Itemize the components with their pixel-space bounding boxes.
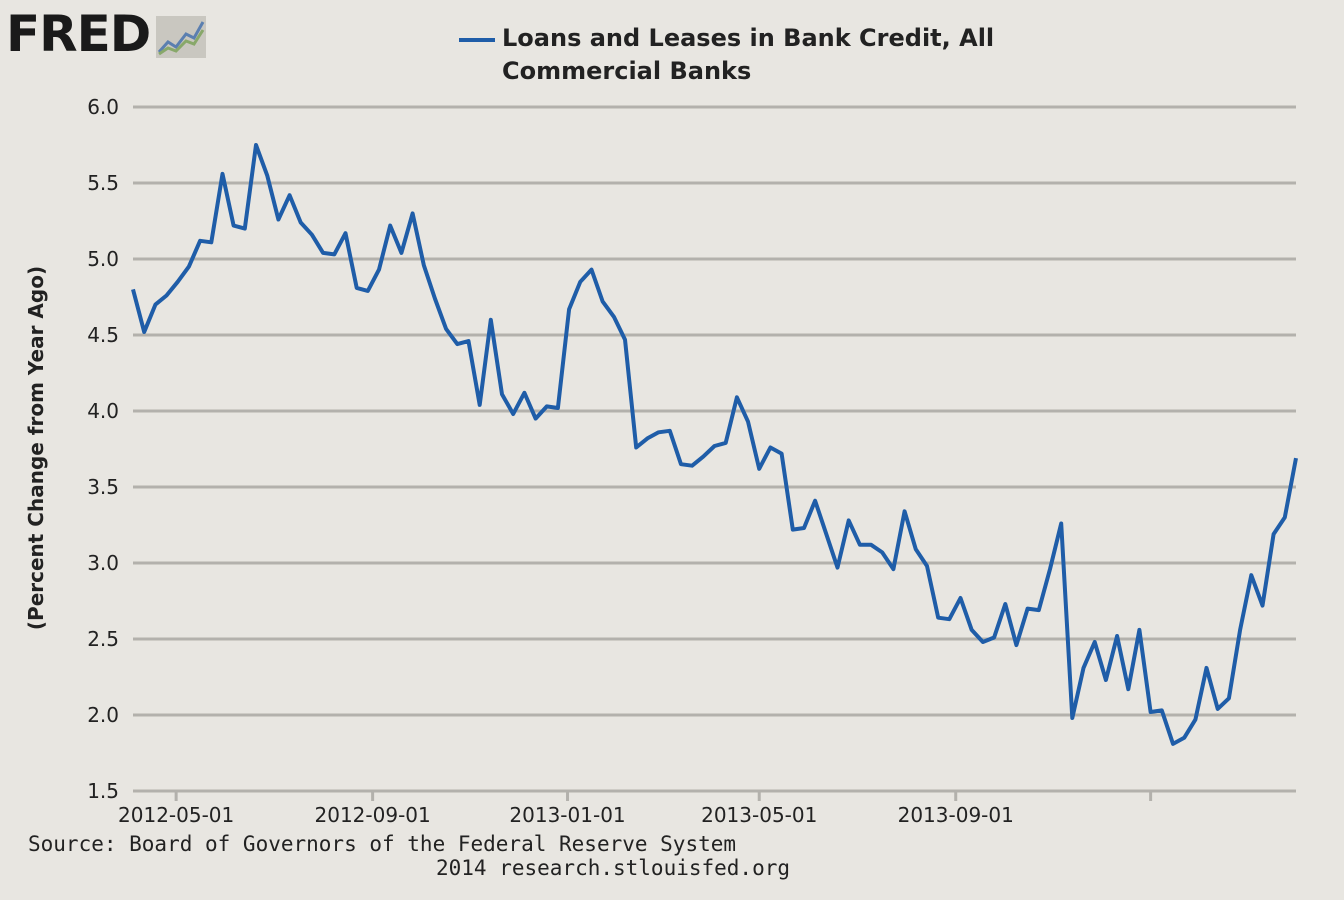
x-tick-label: 2013-01-01 bbox=[509, 803, 625, 827]
legend-label-line1: Loans and Leases in Bank Credit, All bbox=[502, 24, 994, 52]
y-axis-ticks: 6.0 5.5 5.0 4.5 4.0 3.5 3.0 2.5 2.0 1.5 bbox=[87, 95, 119, 803]
legend-label-line2: Commercial Banks bbox=[502, 57, 751, 85]
y-tick-label: 3.5 bbox=[87, 475, 119, 499]
fred-logo-text: FRED bbox=[6, 5, 151, 63]
legend: Loans and Leases in Bank Credit, All Com… bbox=[459, 24, 994, 85]
copyright-text: 2014 research.stlouisfed.org bbox=[436, 856, 791, 880]
y-axis-label: (Percent Change from Year Ago) bbox=[24, 266, 48, 630]
x-tick-label: 2013-05-01 bbox=[701, 803, 817, 827]
y-tick-label: 2.5 bbox=[87, 627, 119, 651]
y-tick-label: 6.0 bbox=[87, 95, 119, 119]
source-text: Source: Board of Governors of the Federa… bbox=[28, 832, 737, 856]
y-tick-label: 1.5 bbox=[87, 779, 119, 803]
y-tick-label: 4.0 bbox=[87, 399, 119, 423]
series-line bbox=[131, 143, 1298, 746]
x-axis-ticks: 2012-05-01 2012-09-01 2013-01-01 2013-05-01… bbox=[118, 791, 1153, 827]
x-tick-label: 2013-09-01 bbox=[898, 803, 1014, 827]
x-tick-label: 2012-05-01 bbox=[118, 803, 234, 827]
chart-trend-icon bbox=[156, 16, 207, 58]
series-layer bbox=[131, 143, 1298, 746]
x-tick-label: 2012-09-01 bbox=[315, 803, 431, 827]
y-tick-label: 2.0 bbox=[87, 703, 119, 727]
grid-lines bbox=[133, 105, 1296, 793]
fred-logo: FRED bbox=[6, 5, 207, 63]
y-tick-label: 3.0 bbox=[87, 551, 119, 575]
y-tick-label: 4.5 bbox=[87, 323, 119, 347]
y-tick-label: 5.5 bbox=[87, 171, 119, 195]
y-tick-label: 5.0 bbox=[87, 247, 119, 271]
